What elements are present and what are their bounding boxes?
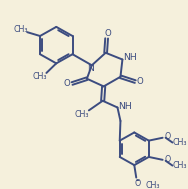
Text: CH₃: CH₃	[146, 181, 160, 189]
Text: O: O	[134, 179, 140, 188]
Text: NH: NH	[124, 53, 137, 62]
Text: CH₃: CH₃	[32, 72, 47, 81]
Text: CH₃: CH₃	[172, 138, 187, 147]
Text: CH₃: CH₃	[13, 25, 27, 34]
Text: CH₃: CH₃	[75, 110, 89, 119]
Text: O: O	[137, 77, 144, 86]
Text: O: O	[164, 155, 171, 164]
Text: O: O	[104, 29, 111, 38]
Text: N: N	[87, 64, 94, 73]
Text: O: O	[164, 132, 171, 141]
Text: O: O	[64, 79, 70, 88]
Text: CH₃: CH₃	[172, 161, 187, 170]
Text: NH: NH	[118, 102, 132, 111]
